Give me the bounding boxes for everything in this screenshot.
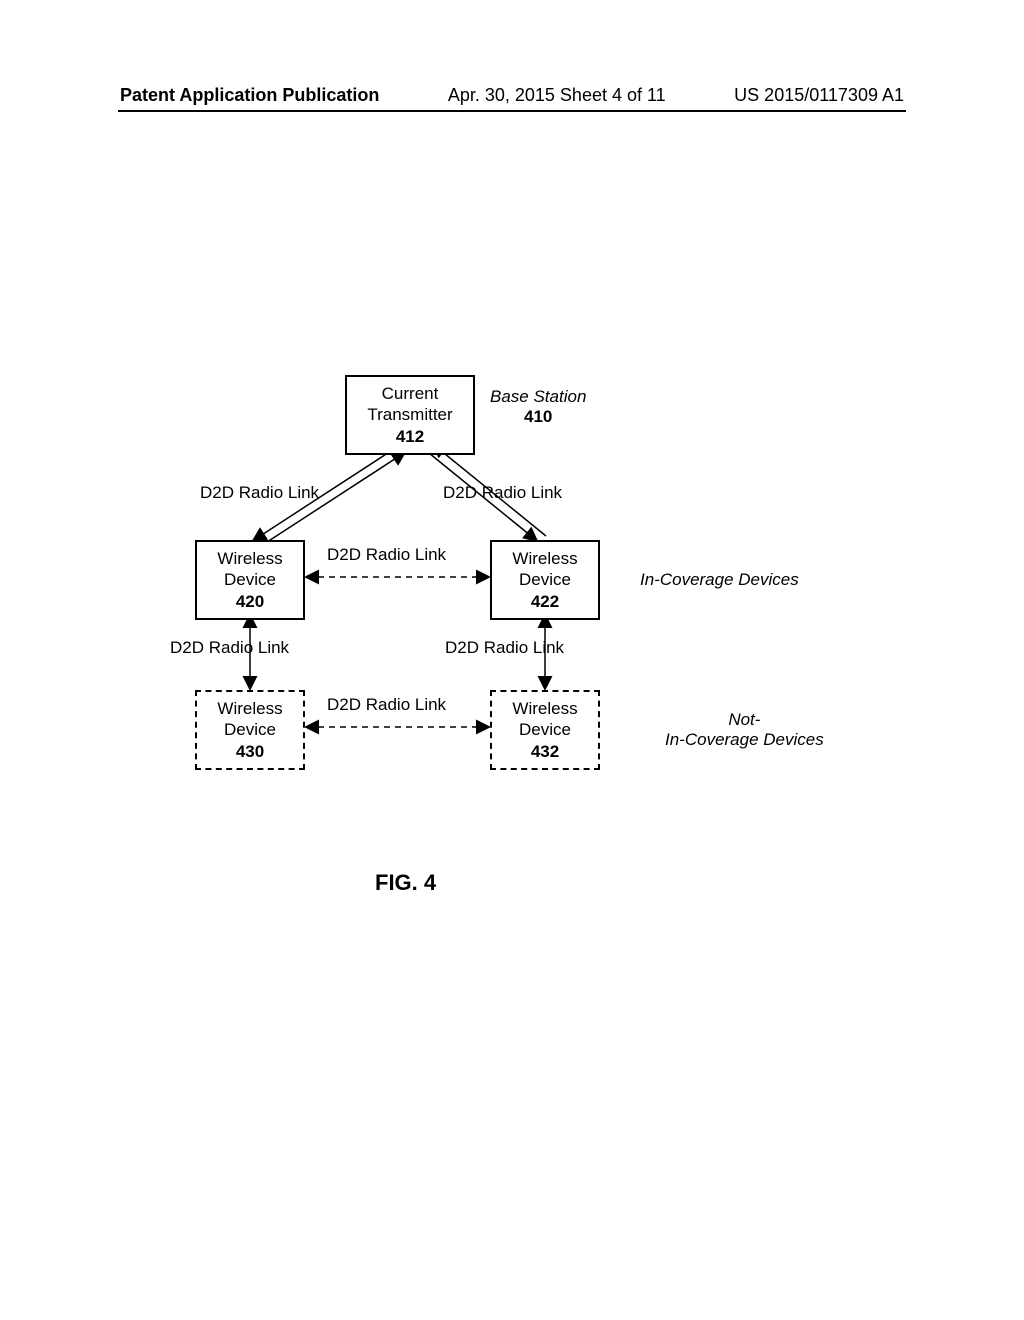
- link-label-vert-left: D2D Radio Link: [170, 638, 289, 658]
- header-left: Patent Application Publication: [120, 85, 379, 106]
- header-rule: [118, 110, 906, 112]
- box-420-num: 420: [201, 591, 299, 612]
- box-432-l2: Device: [496, 719, 594, 740]
- figure-4-diagram: Current Transmitter 412 Base Station 410…: [0, 375, 1024, 895]
- box-430-num: 430: [201, 741, 299, 762]
- box-422-l2: Device: [496, 569, 594, 590]
- not-cov-l1: Not-: [665, 710, 824, 730]
- figure-caption: FIG. 4: [375, 870, 436, 896]
- link-label-mid-2: D2D Radio Link: [327, 695, 446, 715]
- box-420-l1: Wireless: [201, 548, 299, 569]
- box-430-l1: Wireless: [201, 698, 299, 719]
- link-label-vert-right: D2D Radio Link: [445, 638, 564, 658]
- box-wireless-device-432: Wireless Device 432: [490, 690, 600, 770]
- header-right: US 2015/0117309 A1: [734, 85, 904, 106]
- box-432-l1: Wireless: [496, 698, 594, 719]
- box-wireless-device-420: Wireless Device 420: [195, 540, 305, 620]
- link-label-top-left: D2D Radio Link: [200, 483, 319, 503]
- box-412-line2: Transmitter: [351, 404, 469, 425]
- box-422-l1: Wireless: [496, 548, 594, 569]
- bs-text: Base Station: [490, 387, 586, 407]
- box-430-l2: Device: [201, 719, 299, 740]
- link-label-top-right: D2D Radio Link: [443, 483, 562, 503]
- box-432-num: 432: [496, 741, 594, 762]
- base-station-label: Base Station 410: [490, 387, 586, 427]
- box-412-num: 412: [351, 426, 469, 447]
- box-412-line1: Current: [351, 383, 469, 404]
- not-cov-l2: In-Coverage Devices: [665, 730, 824, 750]
- box-wireless-device-422: Wireless Device 422: [490, 540, 600, 620]
- box-420-l2: Device: [201, 569, 299, 590]
- box-wireless-device-430: Wireless Device 430: [195, 690, 305, 770]
- page-header: Patent Application Publication Apr. 30, …: [0, 85, 1024, 106]
- not-in-coverage-label: Not- In-Coverage Devices: [665, 710, 824, 750]
- header-center: Apr. 30, 2015 Sheet 4 of 11: [448, 85, 666, 106]
- box-422-num: 422: [496, 591, 594, 612]
- box-current-transmitter: Current Transmitter 412: [345, 375, 475, 455]
- bs-num: 410: [490, 407, 586, 427]
- diagram-arrows: [0, 375, 1024, 895]
- link-label-mid-1: D2D Radio Link: [327, 545, 446, 565]
- in-coverage-label: In-Coverage Devices: [640, 570, 799, 590]
